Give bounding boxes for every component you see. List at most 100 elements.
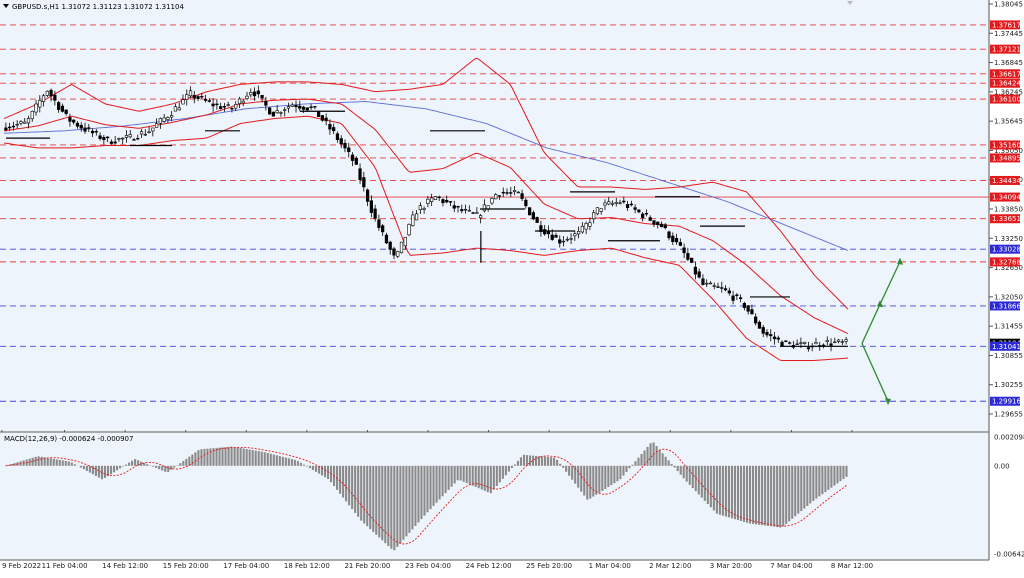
- candle-body: [738, 297, 743, 299]
- candle-body: [448, 201, 453, 203]
- candle-body: [222, 105, 227, 108]
- candle-body: [490, 198, 494, 204]
- candle-body: [840, 341, 844, 343]
- candle-body: [109, 141, 114, 144]
- candle-body: [192, 94, 196, 99]
- time-label: 9 Feb 2022: [2, 562, 41, 570]
- candle-body: [625, 204, 630, 208]
- candle-body: [136, 137, 140, 140]
- level-badge-label: 1.37617: [992, 21, 1021, 29]
- macd-plot-area[interactable]: [0, 433, 989, 559]
- candle-body: [328, 124, 332, 130]
- candle-body: [644, 212, 649, 215]
- time-label: 3 Mar 20:00: [710, 562, 752, 570]
- candle-body: [124, 135, 129, 138]
- price-label: 1.33250: [994, 235, 1023, 243]
- level-badge-label: 1.36617: [992, 70, 1021, 78]
- candle-body: [283, 109, 287, 111]
- candle-body: [170, 115, 174, 118]
- level-badge: [990, 78, 1020, 88]
- candle-body: [185, 94, 189, 100]
- candle-body: [365, 189, 370, 202]
- candle-body: [720, 287, 724, 289]
- candle-body: [787, 342, 792, 344]
- candle-body: [799, 342, 803, 344]
- level-badge: [990, 69, 1020, 79]
- candle-body: [72, 119, 76, 123]
- price-label: 1.37445: [994, 30, 1023, 38]
- candle-body: [313, 106, 317, 108]
- level-badge: [990, 192, 1020, 202]
- projection-down-line: [861, 343, 889, 402]
- candle-body: [565, 238, 569, 241]
- arrowhead-icon: [877, 300, 883, 308]
- price-label: 1.30855: [994, 352, 1023, 360]
- candle-body: [98, 135, 102, 139]
- candle-body: [354, 157, 358, 165]
- candle-body: [15, 123, 19, 126]
- chart-shift-icon[interactable]: [847, 1, 853, 5]
- candle-body: [712, 285, 716, 287]
- candle-body: [648, 217, 652, 221]
- candle-body: [667, 231, 671, 239]
- candle-body: [765, 331, 769, 336]
- candle-body: [335, 133, 340, 141]
- candle-body: [8, 126, 12, 129]
- time-label: 15 Feb 20:00: [163, 562, 209, 570]
- candlesticks: [4, 85, 848, 352]
- candle-body: [301, 106, 306, 110]
- bollinger-upper: [3, 57, 849, 310]
- candle-body: [844, 339, 848, 342]
- candle-body: [271, 111, 276, 117]
- candle-body: [769, 334, 773, 337]
- level-badge: [990, 175, 1020, 185]
- level-badge-label: 1.36100: [992, 96, 1021, 104]
- candle-body: [290, 104, 294, 107]
- candle-body: [121, 137, 125, 140]
- level-badge-label: 1.35160: [992, 141, 1021, 149]
- candle-body: [392, 248, 396, 256]
- candle-body: [38, 100, 42, 108]
- macd-header: MACD(12,26,9) -0.000624 -0.000907: [4, 435, 133, 443]
- candle-body: [618, 202, 622, 204]
- candle-body: [633, 207, 637, 210]
- candle-body: [610, 202, 615, 205]
- candle-body: [595, 207, 600, 215]
- candle-body: [166, 117, 170, 120]
- candle-body: [456, 206, 460, 208]
- price-label: 1.36845: [994, 59, 1023, 67]
- time-label: 21 Feb 20:00: [344, 562, 390, 570]
- candle-body: [45, 90, 49, 96]
- main-plot-area[interactable]: [0, 0, 989, 431]
- candle-body: [592, 212, 596, 220]
- candle-body: [588, 222, 592, 227]
- price-label: 1.35050: [994, 147, 1023, 155]
- level-badge: [990, 20, 1020, 30]
- candle-body: [784, 340, 788, 342]
- candle-body: [260, 94, 264, 99]
- candle-body: [806, 347, 811, 350]
- level-badge-label: 1.29916: [992, 398, 1021, 406]
- candle-body: [686, 253, 690, 260]
- symbol-menu-icon[interactable]: [3, 4, 9, 8]
- time-label: 7 Mar 04:00: [770, 562, 812, 570]
- candle-body: [836, 339, 841, 342]
- candle-body: [249, 92, 253, 96]
- candle-body: [558, 239, 562, 244]
- candle-body: [697, 271, 701, 278]
- time-label: 18 Feb 12:00: [284, 562, 330, 570]
- level-badge: [990, 140, 1020, 150]
- price-label: 1.30255: [994, 381, 1023, 389]
- candle-body: [746, 305, 750, 312]
- candle-body: [599, 208, 603, 212]
- candle-body: [708, 282, 713, 285]
- candle-body: [117, 137, 121, 140]
- candle-body: [580, 225, 584, 233]
- candle-body: [622, 200, 626, 203]
- candle-body: [4, 127, 8, 131]
- candle-body: [524, 199, 528, 207]
- level-badge-label: 1.37121: [992, 46, 1021, 54]
- time-label: 25 Feb 20:00: [526, 562, 572, 570]
- candle-body: [87, 127, 91, 129]
